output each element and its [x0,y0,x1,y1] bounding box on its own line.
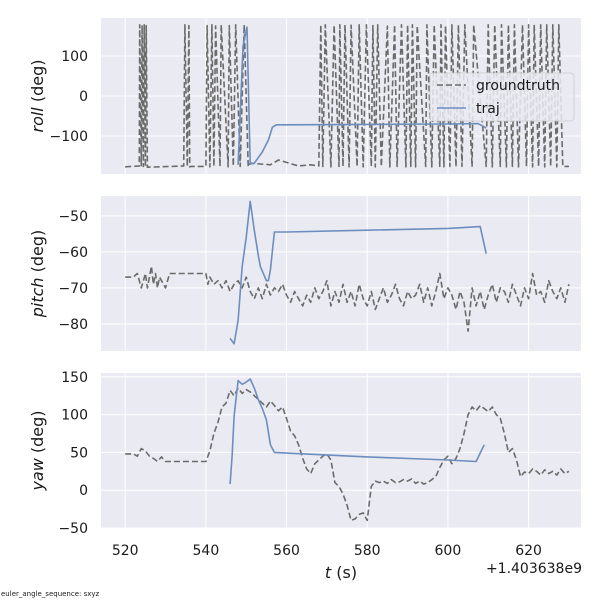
pitch-series-group [125,200,570,345]
yaw-groundtruth-line [125,387,570,522]
roll-y-axis-label-unit: (deg) [28,60,47,108]
roll-y-axis-label: roll (deg) [28,60,47,133]
yaw-xtick-label: 620 [515,543,542,559]
legend-traj-label: traj [476,101,500,117]
yaw-y-axis-label-var: yaw [28,457,47,491]
legend-groundtruth-label: groundtruth [476,78,560,94]
yaw-ytick-label: 0 [79,483,88,499]
x-axis-label-unit: (s) [331,563,357,582]
pitch-panel: −50 −60 −70 −80 pitch (deg) [28,196,581,351]
pitch-y-axis-label: pitch (deg) [28,230,47,319]
pitch-ytick-label: −80 [58,317,88,333]
x-axis-label: t (s) [325,563,357,582]
yaw-y-axis-label: yaw (deg) [28,410,47,491]
pitch-groundtruth-line [125,265,570,333]
x-axis-label-var: t [325,563,332,582]
x-offset-label: +1.403638e9 [486,561,582,577]
yaw-xtick-label: 540 [193,543,220,559]
yaw-ytick-label: 100 [61,408,88,424]
yaw-xtick-label: 580 [354,543,381,559]
pitch-ytick-label: −60 [58,245,88,261]
yaw-y-axis-label-unit: (deg) [28,410,47,458]
legend: groundtruth traj [429,72,575,122]
roll-ytick-label: 100 [61,49,88,65]
footnote: euler_angle_sequence: sxyz [1,590,100,598]
pitch-y-axis-label-unit: (deg) [28,230,47,278]
pitch-y-axis-label-var: pitch [28,277,47,318]
roll-series-group [125,23,569,168]
yaw-series-group [125,378,570,522]
yaw-traj-line [229,378,485,485]
yaw-ytick-label: 150 [61,370,88,386]
yaw-xtick-label: 520 [112,543,139,559]
roll-groundtruth-line [125,23,569,168]
pitch-ytick-label: −70 [58,281,88,297]
pitch-ytick-label: −50 [58,209,88,225]
roll-ytick-label: 0 [79,89,88,105]
yaw-ytick-label: 50 [70,445,88,461]
yaw-xtick-label: 600 [435,543,462,559]
yaw-xtick-label: 560 [273,543,300,559]
yaw-ytick-label: −50 [58,521,88,537]
roll-ytick-label: −100 [50,129,88,145]
roll-y-axis-label-var: roll [28,107,47,133]
pitch-traj-line [229,200,487,345]
yaw-plot-area [101,373,581,528]
roll-traj-line [237,26,487,165]
yaw-panel: 150 100 50 0 −50 520 540 560 580 600 620 t (s) +1.40… [28,370,582,582]
